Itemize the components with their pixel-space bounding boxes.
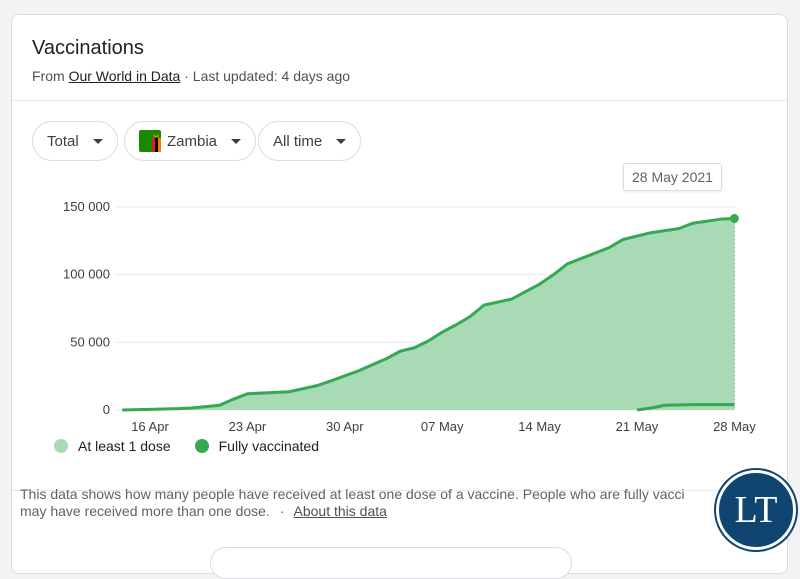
- metric-dropdown[interactable]: Total: [32, 121, 118, 161]
- series-areas: [122, 217, 735, 412]
- y-tick-label: 100 000: [63, 267, 110, 282]
- footer-divider: [12, 490, 788, 491]
- time-range-dropdown-label: All time: [273, 132, 323, 150]
- chart-legend: At least 1 dose Fully vaccinated: [54, 438, 319, 454]
- legend-label-first-dose: At least 1 dose: [78, 438, 171, 454]
- area-fill-first-dose: [122, 218, 735, 410]
- metric-dropdown-label: Total: [47, 132, 79, 150]
- lt-logo: LT: [716, 470, 796, 550]
- vaccination-chart[interactable]: 0 50 000 100 000 150 000 16 Apr 23 Apr 30 Apr…: [0, 0, 800, 557]
- zambia-flag-icon: [139, 130, 161, 152]
- chevron-down-icon: [336, 138, 347, 144]
- y-tick-label: 0: [103, 402, 110, 417]
- header-divider: [12, 100, 787, 101]
- x-tick-label: 28 May: [713, 419, 756, 434]
- footnote-separator: ·: [279, 503, 285, 519]
- legend-label-fully-vaccinated: Fully vaccinated: [218, 438, 320, 454]
- line-first-dose: [122, 217, 735, 412]
- source-link[interactable]: Our World in Data: [68, 68, 181, 84]
- x-tick-label: 07 May: [421, 419, 464, 434]
- footnote-text-2: may have received more than one dose.: [20, 503, 270, 519]
- x-tick-label: 21 May: [616, 419, 659, 434]
- about-this-data-link[interactable]: About this data: [293, 503, 387, 519]
- footnote-line-1: This data shows how many people have rec…: [20, 486, 685, 502]
- footnote-line-2: may have received more than one dose. · …: [20, 503, 720, 520]
- x-axis-labels: 16 Apr 23 Apr 30 Apr 07 May 14 May 21 May 28 M…: [131, 419, 756, 434]
- y-tick-label: 150 000: [63, 199, 110, 214]
- source-prefix: From: [32, 68, 65, 84]
- chevron-down-icon: [92, 138, 103, 144]
- logo-text: LT: [734, 489, 778, 531]
- data-footnote: This data shows how many people have rec…: [20, 486, 720, 520]
- country-dropdown[interactable]: Zambia: [124, 121, 257, 161]
- hover-marker: [729, 214, 739, 410]
- hover-point-first-dose: [729, 214, 739, 224]
- line-fully-vaccinated: [636, 403, 735, 412]
- card-title: Vaccinations: [32, 37, 144, 59]
- y-axis-labels: 0 50 000 100 000 150 000: [63, 199, 110, 417]
- source-line: From Our World in Data · Last updated: 4…: [32, 68, 350, 84]
- time-range-dropdown[interactable]: All time: [258, 121, 362, 161]
- last-updated: · Last updated: 4 days ago: [184, 68, 351, 84]
- country-dropdown-label: Zambia: [167, 132, 218, 150]
- x-tick-label: 16 Apr: [131, 419, 169, 434]
- date-tooltip: 28 May 2021: [623, 163, 722, 191]
- y-tick-label: 50 000: [70, 334, 110, 349]
- x-tick-label: 14 May: [518, 419, 561, 434]
- legend-swatch-fully-vaccinated: [194, 439, 209, 453]
- legend-swatch-first-dose: [54, 439, 68, 453]
- bottom-pill-button[interactable]: [210, 547, 572, 579]
- x-tick-label: 30 Apr: [326, 419, 364, 434]
- x-tick-label: 23 Apr: [229, 419, 267, 434]
- chevron-down-icon: [231, 138, 242, 144]
